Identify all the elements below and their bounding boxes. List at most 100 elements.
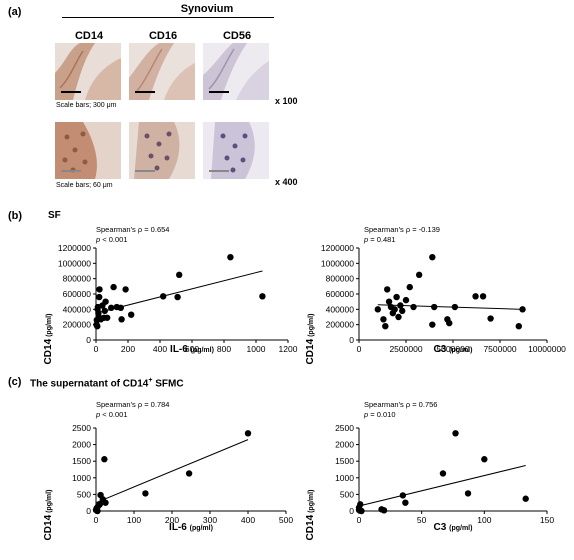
y-tick-label: 800000: [326, 274, 355, 284]
data-point: [118, 316, 125, 323]
data-point: [380, 316, 387, 323]
data-point: [374, 306, 381, 313]
data-point: [244, 430, 252, 437]
y-axis-title-main: CD14: [43, 338, 54, 365]
x-tick-label: 400: [241, 515, 255, 525]
y-tick-label: 2500: [335, 423, 354, 433]
x-axis-title: C3 (pg/ml): [359, 522, 547, 533]
spearman-rho: Spearman's ρ = 0.756: [364, 400, 438, 409]
data-point: [487, 315, 494, 322]
x-axis-title: C3 (pg/ml): [359, 344, 547, 355]
data-point: [142, 490, 149, 497]
x-tick-label: 50: [417, 515, 427, 525]
data-point: [399, 307, 406, 315]
y-tick-label: 0: [349, 506, 354, 516]
data-point: [464, 490, 472, 497]
y-tick-label: 0: [86, 335, 91, 345]
x-axis-title-main: C3: [433, 522, 447, 533]
data-point: [415, 271, 423, 279]
scale-note-x400: Scale bars; 60 μm: [56, 182, 113, 189]
col-head-cd14: CD14: [74, 30, 104, 42]
data-point: [102, 499, 109, 506]
data-point: [101, 307, 109, 315]
panel-c-title-tail: SFMC: [152, 378, 184, 390]
x-axis-unit: (pg/ml): [449, 347, 473, 354]
data-point: [452, 430, 459, 437]
y-tick-label: 200000: [63, 320, 92, 330]
data-point: [439, 470, 447, 477]
y-axis-title: CD14 (pg/ml): [305, 470, 316, 560]
p-value-text: = 0.481: [368, 235, 396, 244]
data-point: [176, 271, 183, 279]
micrograph-cd16-x400: [129, 122, 195, 179]
micrograph-cd56-x400: [203, 122, 269, 179]
magnification-x400: x 400: [275, 177, 298, 187]
data-point: [385, 298, 393, 305]
p-value: p < 0.001: [96, 410, 169, 420]
plot-area: 0 500 1000 1500 2000 2500 0 50 100 150: [335, 423, 554, 525]
data-point: [104, 314, 111, 321]
y-tick-label: 1500: [72, 456, 91, 466]
y-tick-label: 2000: [72, 440, 91, 450]
p-value-text: = 0.010: [368, 410, 396, 419]
y-tick-label: 1500: [335, 456, 354, 466]
x-tick-label: 10000000: [528, 344, 566, 354]
y-axis-unit: (pg/ml): [308, 313, 315, 339]
data-point: [522, 495, 529, 502]
data-point: [446, 319, 453, 327]
y-axis-title-main: CD14: [43, 514, 54, 540]
y-tick-label: 600000: [63, 289, 92, 299]
x-axis-unit: (pg/ml): [189, 525, 213, 532]
p-value: p = 0.481: [364, 235, 440, 245]
p-symbol: p: [364, 235, 369, 244]
y-axis-title-main: CD14: [305, 338, 316, 365]
spearman-stat: Spearman's ρ = 0.756 p = 0.010: [364, 400, 437, 420]
data-point: [96, 293, 103, 301]
x-axis-unit: (pg/ml): [190, 347, 214, 354]
data-point: [101, 456, 108, 463]
x-tick-label: 1200: [279, 344, 298, 354]
p-symbol: p: [364, 410, 369, 419]
data-point: [358, 507, 365, 515]
col-head-cd56: CD56: [222, 30, 252, 42]
p-value-text: < 0.001: [100, 235, 128, 244]
x-tick-label: 2500000: [389, 344, 422, 354]
y-tick-label: 0: [86, 506, 91, 516]
col-head-cd16: CD16: [148, 30, 178, 42]
x-tick-label: 1000: [247, 344, 266, 354]
x-tick-label: 0: [357, 515, 362, 525]
synovium-title: Synovium: [180, 3, 234, 15]
panel-c-title-sup: +: [148, 377, 153, 384]
data-point: [117, 304, 125, 311]
x-tick-label: 150: [540, 515, 554, 525]
p-value-text: < 0.001: [100, 410, 128, 419]
plot-area: 0 200000 400000 600000 800000 1000000 1200000 0…: [58, 243, 298, 354]
plot-area: 0 200000 400000 600000 800000 1000000 1200000 0…: [321, 243, 566, 354]
p-value: p = 0.010: [364, 410, 437, 420]
y-tick-label: 500: [77, 489, 91, 499]
data-point: [397, 302, 404, 309]
panel-c-label: (c): [8, 376, 22, 388]
y-tick-label: 1200000: [321, 243, 354, 253]
y-tick-label: 2500: [72, 423, 91, 433]
data-point: [391, 306, 398, 313]
p-symbol: p: [96, 410, 101, 419]
plot-area: 0 500 1000 1500 2000 2500 0 100 200 300 400 500: [72, 423, 293, 525]
data-point: [174, 293, 181, 301]
data-point: [128, 311, 135, 318]
panel-c-title-main: The supernatant of CD14: [30, 378, 149, 390]
regression-line: [95, 439, 249, 504]
micrograph-cd56-x100: [203, 43, 269, 100]
x-tick-label: 600: [185, 344, 199, 354]
data-point: [382, 323, 389, 330]
data-point: [185, 470, 193, 477]
y-tick-label: 2000: [335, 440, 354, 450]
data-point: [160, 293, 167, 300]
x-axis-title: IL-6 (pg/ml): [96, 344, 288, 355]
x-tick-label: 0: [94, 344, 99, 354]
data-point: [515, 323, 522, 330]
y-axis-unit: (pg/ml): [46, 489, 53, 515]
spearman-rho: Spearman's ρ = 0.784: [96, 400, 170, 409]
regression-line: [95, 270, 263, 314]
scatter-c3-cd14-sf: Spearman's ρ = -0.139 p = 0.481 0 200000 400…: [284, 222, 574, 370]
